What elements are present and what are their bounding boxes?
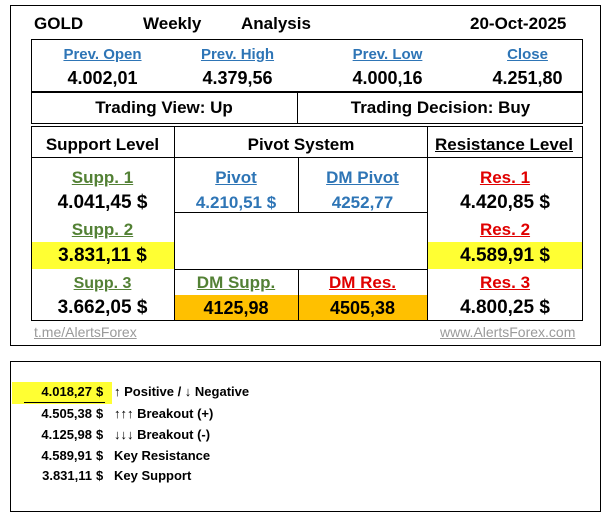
period-label: Weekly [143,14,202,33]
prev-values-box [31,39,583,92]
pivot-value: 4.210,51 $ [195,193,277,212]
summary-value: 4.125,98 [41,427,92,442]
summary-value: 3.831,11 [42,468,92,483]
dm-pivot-value: 4252,77 [331,193,394,212]
supp2-value-highlight [32,242,174,269]
res3-label: Res. 3 [479,273,531,292]
telegram-link[interactable]: t.me/AlertsForex [34,324,137,340]
website-link[interactable]: www.AlertsForex.com [440,324,576,340]
summary-highlight [12,382,112,404]
summary-panel [10,361,601,512]
supp2-value: 3.831,11 $ [58,245,147,266]
analysis-label: Analysis [241,14,311,33]
summary-currency: $ [96,384,104,399]
summary-value: 4.589,91 [41,448,92,463]
report-date: 20-Oct-2025 [470,14,567,33]
symbol-label: GOLD [34,14,84,33]
prev-high-value: 4.379,56 [202,67,273,88]
dm-res-label: DM Res. [328,273,397,292]
res2-label: Res. 2 [479,220,531,239]
prev-open-label: Prev. Open [63,45,142,63]
close-value: 4.251,80 [492,67,563,88]
dm-supp-value: 4125,98 [203,297,269,318]
summary-currency: $ [96,468,104,483]
dm-supp-label: DM Supp. [196,273,276,292]
prev-high-label: Prev. High [200,45,275,63]
dm-res-value: 4505,38 [329,297,396,318]
resistance-level-header: Resistance Level [435,135,573,154]
supp1-value: 4.041,45 $ [57,192,148,213]
dm-pivot-label: DM Pivot [326,168,399,187]
summary-label: ↑ Positive / ↓ Negative [114,384,250,399]
dm-supp-value-highlight [175,295,298,320]
close-label: Close [507,45,548,63]
res2-value-highlight [428,242,582,269]
supp3-label: Supp. 3 [73,275,132,292]
trading-decision: Trading Decision: Buy [350,98,531,117]
res1-value: 4.420,85 $ [460,192,550,213]
summary-currency: $ [96,406,104,421]
pivot-system-header: Pivot System [247,135,355,154]
res3-value: 4.800,25 $ [460,297,550,318]
trading-view: Trading View: Up [95,98,233,117]
pivot-label: Pivot [215,168,257,187]
prev-low-label: Prev. Low [352,45,423,63]
summary-label: Key Resistance [114,448,211,463]
summary-label: ↑↑↑ Breakout (+) [114,406,214,421]
summary-currency: $ [96,448,104,463]
support-level-header: Support Level [45,135,160,154]
res2-value: 4.589,91 $ [460,245,550,266]
supp1-label: Supp. 1 [71,168,134,187]
summary-currency: $ [96,427,104,442]
summary-value: 4.018,27 [41,384,92,399]
summary-label: ↓↓↓ Breakout (-) [114,427,211,442]
trading-row-box [31,92,583,124]
prev-open-value: 4.002,01 [67,67,138,88]
prev-low-value: 4.000,16 [352,67,423,88]
summary-value: 4.505,38 [41,406,92,421]
analysis-panel [10,5,601,346]
supp3-value: 3.662,05 $ [57,297,148,318]
summary-label: Key Support [114,468,192,483]
supp2-label: Supp. 2 [71,220,134,239]
dm-res-value-highlight [299,295,427,320]
res1-label: Res. 1 [479,168,531,187]
